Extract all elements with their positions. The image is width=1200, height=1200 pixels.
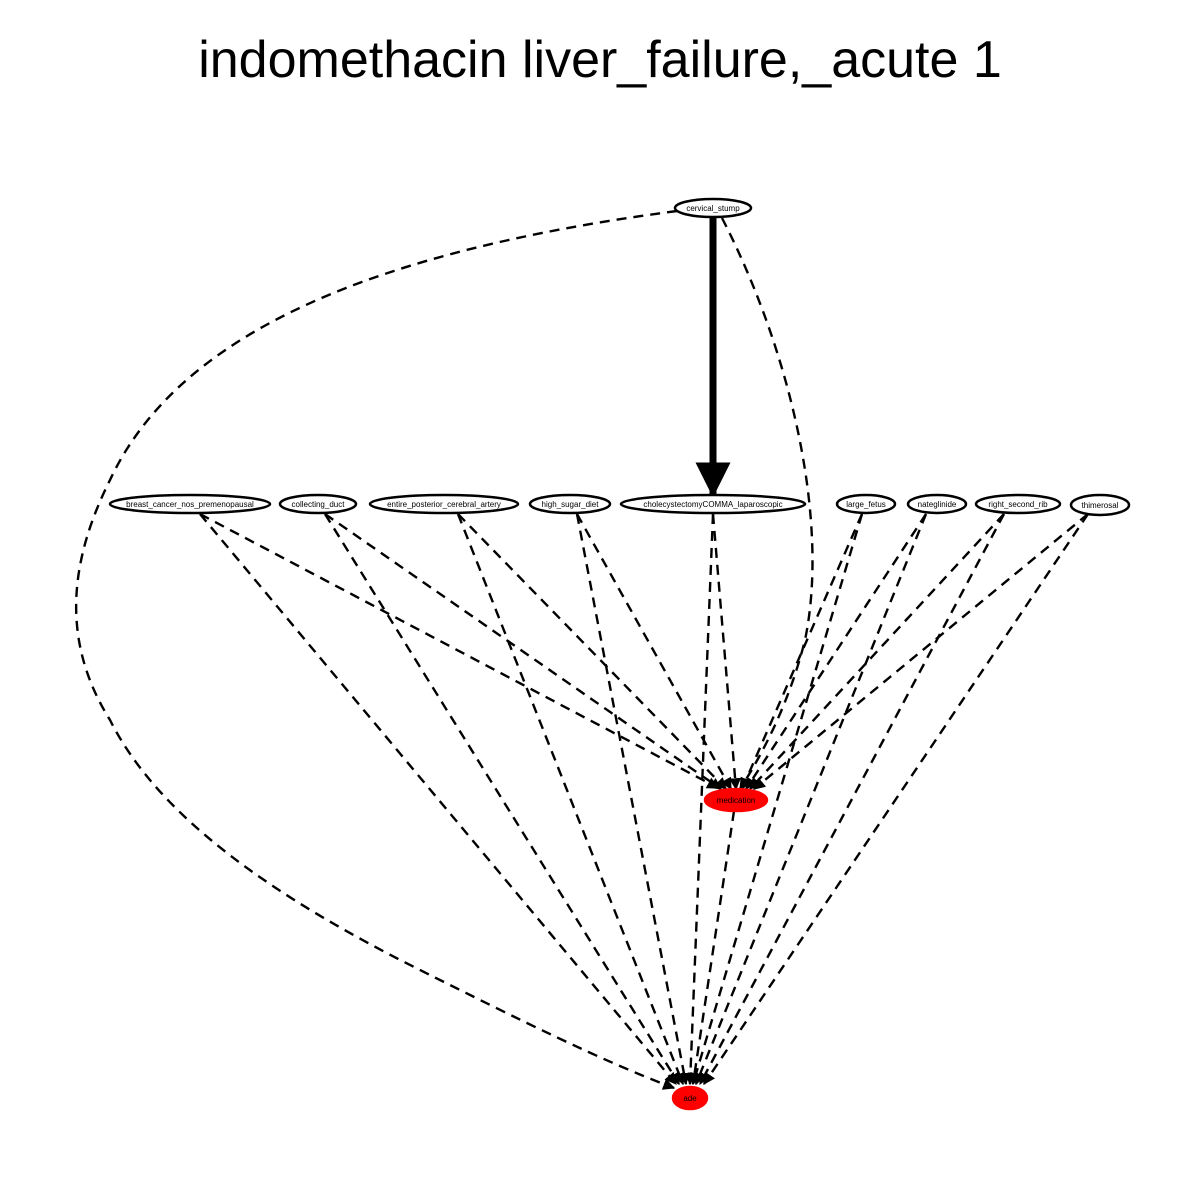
node-shape-high_sugar_diet bbox=[528, 493, 612, 515]
node-shape-large_fetus bbox=[835, 493, 897, 515]
node-cholecystectomy: cholecystectomyCOMMA_laparoscopic bbox=[619, 493, 807, 515]
node-shape-breast_cancer bbox=[108, 493, 272, 515]
node-label-medication: medication bbox=[717, 796, 756, 805]
node-ade: ade bbox=[671, 1085, 709, 1111]
node-label-cervical_stump: cervical_stump bbox=[686, 204, 740, 213]
node-nateglinide: nateglinide bbox=[906, 493, 968, 515]
node-shape-cervical_stump bbox=[673, 197, 753, 219]
node-high_sugar_diet: high_sugar_diet bbox=[528, 493, 612, 515]
edge-cervical_stump-to-medication bbox=[720, 217, 814, 791]
edge-thimerosal-to-ade bbox=[703, 513, 1089, 1085]
node-label-entire_posterior_cerebral_artery: entire_posterior_cerebral_artery bbox=[387, 500, 501, 509]
edge-nateglinide-to-ade bbox=[694, 513, 928, 1086]
node-shape-nateglinide bbox=[906, 493, 968, 515]
node-shape-thimerosal bbox=[1069, 493, 1131, 517]
node-thimerosal: thimerosal bbox=[1069, 493, 1131, 517]
node-collecting_duct: collecting_duct bbox=[278, 493, 358, 515]
node-shape-cholecystectomy bbox=[619, 493, 807, 515]
edge-cervical_stump-to-ade bbox=[74, 209, 678, 1090]
node-cervical_stump: cervical_stump bbox=[673, 197, 753, 219]
node-label-thimerosal: thimerosal bbox=[1082, 501, 1119, 510]
node-label-large_fetus: large_fetus bbox=[846, 500, 886, 509]
edge-cholecystectomy-to-medication bbox=[711, 513, 742, 791]
edge-medication-to-ade bbox=[688, 810, 736, 1086]
node-label-nateglinide: nateglinide bbox=[918, 500, 957, 509]
edge-large_fetus-to-ade bbox=[690, 513, 864, 1086]
node-medication: medication bbox=[703, 787, 769, 813]
node-label-ade: ade bbox=[683, 1094, 697, 1103]
node-label-right_second_rib: right_second_rib bbox=[988, 500, 1048, 509]
edge-collecting_duct-to-ade bbox=[323, 513, 681, 1086]
node-entire_posterior_cerebral_artery: entire_posterior_cerebral_artery bbox=[368, 493, 520, 515]
node-shape-ade bbox=[671, 1085, 709, 1111]
edge-entire_posterior_cerebral_artery-to-ade bbox=[456, 513, 685, 1086]
edge-high_sugar_diet-to-ade bbox=[575, 513, 690, 1086]
node-label-cholecystectomy: cholecystectomyCOMMA_laparoscopic bbox=[643, 500, 782, 509]
edge-entire_posterior_cerebral_artery-to-medication bbox=[457, 513, 727, 790]
node-label-high_sugar_diet: high_sugar_diet bbox=[542, 500, 600, 509]
edge-right_second_rib-to-medication bbox=[749, 513, 1005, 790]
edge-breast_cancer-to-medication bbox=[199, 512, 720, 790]
edge-nateglinide-to-medication bbox=[744, 513, 928, 791]
node-shape-collecting_duct bbox=[278, 493, 358, 515]
node-label-breast_cancer: breast_cancer_nos_premenopausal bbox=[126, 500, 254, 509]
node-shape-right_second_rib bbox=[974, 493, 1062, 515]
edge-breast_cancer-to-ade bbox=[199, 513, 677, 1085]
edge-layer bbox=[74, 209, 1089, 1090]
edge-thimerosal-to-medication bbox=[753, 513, 1089, 790]
node-breast_cancer: breast_cancer_nos_premenopausal bbox=[108, 493, 272, 515]
edge-high_sugar_diet-to-medication bbox=[575, 513, 733, 791]
node-layer: cervical_stump breast_cancer_nos_premenop… bbox=[108, 197, 1131, 1111]
diagram-title: indomethacin liver_failure,_acute 1 bbox=[198, 31, 1002, 89]
node-shape-medication bbox=[703, 787, 769, 813]
edge-collecting_duct-to-medication bbox=[324, 513, 722, 790]
node-shape-entire_posterior_cerebral_artery bbox=[368, 493, 520, 515]
edge-right_second_rib-to-ade bbox=[698, 513, 1006, 1086]
node-large_fetus: large_fetus bbox=[835, 493, 897, 515]
node-label-collecting_duct: collecting_duct bbox=[292, 500, 346, 509]
node-right_second_rib: right_second_rib bbox=[974, 493, 1062, 515]
